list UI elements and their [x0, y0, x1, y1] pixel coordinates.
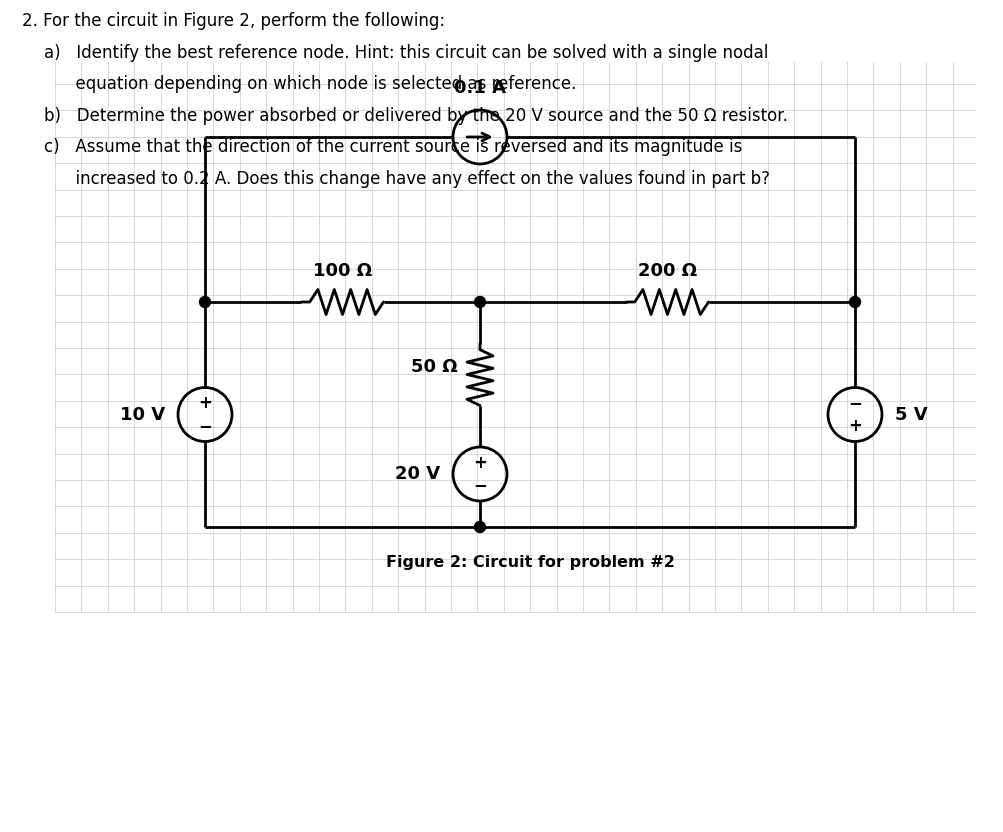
Circle shape: [474, 296, 485, 308]
Text: 50 Ω: 50 Ω: [411, 358, 457, 375]
Text: +: +: [472, 453, 486, 472]
Text: a)   Identify the best reference node. Hint: this circuit can be solved with a s: a) Identify the best reference node. Hin…: [44, 43, 767, 62]
Text: 100 Ω: 100 Ω: [313, 262, 372, 280]
Text: increased to 0.2 A. Does this change have any effect on the values found in part: increased to 0.2 A. Does this change hav…: [44, 170, 769, 187]
Text: 200 Ω: 200 Ω: [637, 262, 696, 280]
Text: +: +: [848, 417, 862, 435]
Text: b)   Determine the power absorbed or delivered by the 20 V source and the 50 Ω r: b) Determine the power absorbed or deliv…: [44, 106, 787, 125]
Text: c)   Assume that the direction of the current source is reversed and its magnitu: c) Assume that the direction of the curr…: [44, 138, 741, 156]
Text: Figure 2: Circuit for problem #2: Figure 2: Circuit for problem #2: [385, 555, 674, 570]
Text: 20 V: 20 V: [394, 465, 439, 483]
Text: −: −: [848, 394, 862, 412]
Text: −: −: [472, 477, 486, 494]
Circle shape: [200, 296, 211, 308]
Circle shape: [474, 522, 485, 532]
Text: 2. For the circuit in Figure 2, perform the following:: 2. For the circuit in Figure 2, perform …: [22, 12, 444, 30]
Text: −: −: [198, 417, 212, 435]
Text: 5 V: 5 V: [894, 405, 927, 423]
Text: +: +: [198, 394, 212, 412]
Circle shape: [849, 296, 860, 308]
Text: equation depending on which node is selected as reference.: equation depending on which node is sele…: [44, 75, 576, 93]
Text: 10 V: 10 V: [119, 405, 164, 423]
Text: 0.1 A: 0.1 A: [453, 79, 506, 97]
